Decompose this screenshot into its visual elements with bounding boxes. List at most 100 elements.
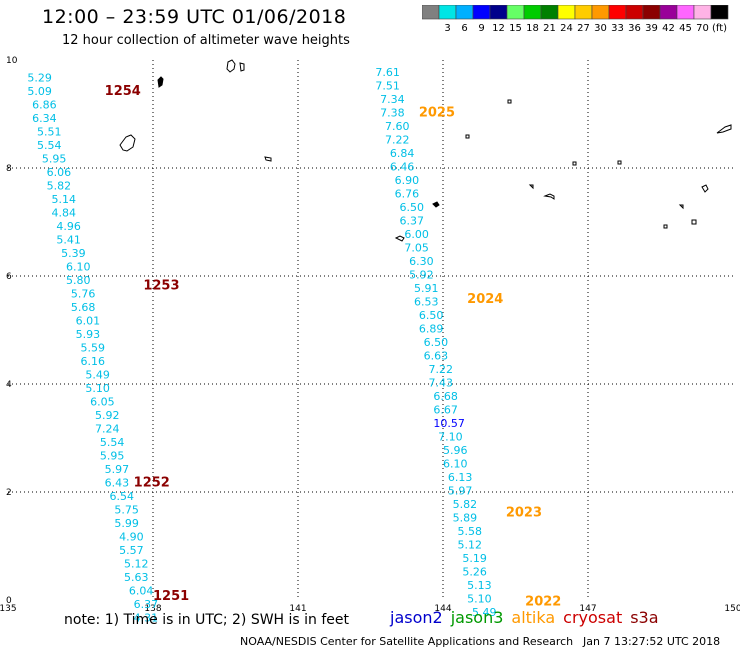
swh-value: 6.84	[390, 147, 415, 160]
y-tick-label: 4	[6, 380, 12, 390]
island-shape	[465, 134, 470, 139]
swh-value: 7.43	[429, 377, 454, 390]
swh-value: 6.46	[390, 161, 415, 174]
pass-number: 1251	[153, 589, 189, 604]
legend-label: 70	[696, 23, 709, 34]
swh-value: 6.10	[66, 261, 91, 274]
swh-value: 4.84	[52, 207, 77, 220]
swh-value: 5.54	[37, 139, 62, 152]
swh-value: 5.92	[95, 409, 120, 422]
swh-value: 4.90	[119, 531, 143, 544]
swh-value: 5.12	[458, 539, 483, 552]
swh-value: 5.68	[71, 301, 96, 314]
swh-value: 5.97	[105, 463, 129, 476]
swh-value: 6.30	[409, 255, 434, 268]
island-shape	[617, 160, 622, 165]
legend-label: 30	[594, 23, 607, 34]
swh-value: 5.10	[85, 382, 110, 395]
swh-value: 6.50	[419, 309, 444, 322]
satellite-legend: jason2 jason3 altika cryosat s3a	[390, 608, 667, 627]
swh-value: 7.05	[404, 242, 429, 255]
legend-label: 42	[662, 23, 675, 34]
swh-value: 5.63	[124, 571, 149, 584]
satellite-name: jason2	[390, 608, 443, 627]
island-shape	[226, 59, 245, 73]
swh-value: 5.76	[71, 288, 96, 301]
legend-label: 15	[509, 23, 522, 34]
pass-number: 1254	[105, 84, 141, 99]
legend-label: 21	[543, 23, 556, 34]
swh-value: 6.00	[404, 228, 429, 241]
swh-value: 5.96	[443, 444, 468, 457]
island-shape	[119, 134, 136, 152]
swh-value: 7.22	[385, 134, 410, 147]
footer-note: note: 1) Time is in UTC; 2) SWH is in fe…	[64, 612, 350, 628]
swh-value: 5.95	[42, 153, 66, 166]
satellite-name: s3a	[630, 608, 659, 627]
x-tick-label: 135	[0, 604, 17, 614]
pass-number: 2025	[419, 106, 455, 121]
legend-label: 12	[492, 23, 505, 34]
swh-value: 5.49	[85, 369, 110, 382]
swh-value: 6.37	[400, 215, 425, 228]
swh-value: 6.76	[395, 188, 420, 201]
footer-credit: NOAA/NESDIS Center for Satellite Applica…	[240, 635, 574, 648]
swh-value: 5.51	[37, 126, 62, 139]
swh-value: 6.37	[134, 598, 159, 611]
island-shape	[678, 204, 684, 210]
x-tick-label: 147	[579, 604, 596, 614]
swh-value: 5.82	[453, 498, 478, 511]
swh-value: 7.22	[429, 363, 454, 376]
swh-value: 7.61	[375, 66, 400, 79]
swh-labels: 5.295.096.866.345.515.545.956.065.825.14…	[27, 66, 561, 624]
swh-value: 7.24	[95, 423, 120, 436]
swh-value: 5.13	[467, 579, 492, 592]
legend-label: 9	[478, 23, 484, 34]
pass-number: 1252	[134, 476, 170, 491]
legend-label: 45	[679, 23, 692, 34]
swh-value: 6.53	[414, 296, 439, 309]
swh-value: 5.29	[27, 72, 52, 85]
legend-label: 18	[526, 23, 539, 34]
legend-label: 33	[611, 23, 624, 34]
swh-value: 5.82	[47, 180, 72, 193]
swh-value: 6.50	[400, 201, 425, 214]
legend-label: 36	[628, 23, 641, 34]
swh-value: 5.19	[462, 552, 487, 565]
swh-value: 6.04	[129, 585, 154, 598]
legend-label: 24	[560, 23, 573, 34]
swh-value: 7.10	[438, 431, 463, 444]
swh-value: 5.26	[462, 566, 487, 579]
swh-value: 5.39	[61, 247, 86, 260]
swh-value: 5.57	[119, 544, 143, 557]
swh-value: 6.86	[32, 99, 57, 112]
swh-value: 6.89	[419, 323, 444, 336]
island-shape	[716, 124, 732, 134]
island-shape	[432, 201, 440, 208]
swh-value: 6.67	[433, 404, 458, 417]
swh-value: 7.51	[375, 80, 400, 93]
swh-value: 7.34	[380, 93, 405, 106]
swh-value: 5.93	[76, 328, 101, 341]
y-tick-label: 0	[6, 596, 12, 606]
island-shape	[394, 235, 405, 242]
swh-value: 5.97	[448, 485, 473, 498]
header-subtitle: 12 hour collection of altimeter wave hei…	[62, 33, 350, 48]
footer-generated: Jan 7 13:27:52 UTC 2018	[583, 635, 721, 648]
island-shape	[572, 161, 577, 166]
swh-value: 4.31	[134, 612, 159, 625]
swh-value: 7.38	[380, 107, 405, 120]
swh-value: 6.01	[76, 315, 101, 328]
x-tick-label: 138	[144, 604, 161, 614]
island-shape	[507, 99, 512, 104]
swh-value: 7.60	[385, 120, 410, 133]
swh-value: 6.54	[110, 490, 135, 503]
swh-value: 6.90	[395, 174, 420, 187]
swh-value: 5.92	[409, 269, 434, 282]
pass-number: 2023	[506, 505, 542, 520]
swh-value: 6.50	[424, 336, 449, 349]
swh-value: 6.06	[47, 166, 72, 179]
color-legend: 3 6 9 12 15 18 21 24 27 30 33 36 39 42 45 70 (ft)	[422, 5, 729, 34]
header-title: 12:00 – 23:59 UTC 01/06/2018	[42, 6, 347, 28]
swh-value: 10.57	[433, 417, 465, 430]
